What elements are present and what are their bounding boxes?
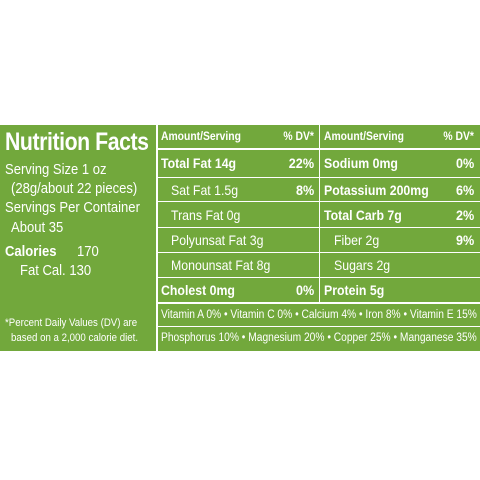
nutrient-sugars: Sugars 2g [334, 257, 391, 273]
nutrient-total-fat: Total Fat 14g [161, 155, 237, 171]
nutrition-facts-title: Nutrition Facts [5, 128, 149, 156]
nutrient-potassium: Potassium 200mg [324, 182, 429, 198]
nutrient-sat-fat: Sat Fat 1.5g [171, 182, 239, 198]
header-amount-right: Amount/Serving [324, 131, 404, 143]
serving-size-line2: (28g/about 22 pieces) [11, 181, 138, 197]
nutrient-trans-fat: Trans Fat 0g [171, 207, 241, 223]
dv-cholesterol: 0% [295, 282, 314, 298]
row-rule-1 [158, 177, 480, 178]
header-dv-right: % DV* [443, 131, 474, 143]
dv-potassium: 6% [455, 182, 474, 198]
serving-size-line1: Serving Size 1 oz [5, 162, 107, 178]
minerals-line: Phosphorus 10% • Magnesium 20% • Copper … [161, 332, 477, 344]
servings-per-container: Servings Per Container [5, 200, 140, 216]
vitamins-rule [158, 326, 480, 327]
nutrition-facts-panel: Nutrition Facts Serving Size 1 oz (28g/a… [0, 125, 480, 351]
servings-about: About 35 [11, 220, 64, 236]
nutrient-monounsat-fat: Monounsat Fat 8g [171, 257, 271, 273]
header-amount-left: Amount/Serving [161, 131, 241, 143]
calories-value: 170 [77, 244, 99, 260]
row-rule-3 [158, 227, 480, 228]
nutrient-polyunsat-fat: Polyunsat Fat 3g [171, 232, 264, 248]
fat-calories: Fat Cal. 130 [20, 263, 92, 279]
nutrient-sodium: Sodium 0mg [324, 155, 398, 171]
row-rule-4 [158, 252, 480, 253]
nutrient-protein: Protein 5g [324, 282, 385, 298]
dv-total-carb: 2% [455, 207, 474, 223]
calories-label: Calories [5, 244, 57, 260]
dv-fiber: 9% [455, 232, 474, 248]
dv-sodium: 0% [455, 155, 474, 171]
header-dv-left: % DV* [283, 131, 314, 143]
dv-sat-fat: 8% [295, 182, 314, 198]
main-divider [156, 125, 158, 351]
column-divider [319, 125, 320, 303]
dv-total-fat: 22% [288, 155, 314, 171]
row-rule-2 [158, 201, 480, 202]
nutrient-cholesterol: Cholest 0mg [161, 282, 235, 298]
footnote-line1: *Percent Daily Values (DV) are [5, 317, 138, 329]
footnote-line2: based on a 2,000 calorie diet. [11, 332, 139, 344]
row-rule-5 [158, 277, 480, 278]
vitamins-line: Vitamin A 0% • Vitamin C 0% • Calcium 4%… [161, 309, 477, 321]
row-rule-6 [158, 302, 480, 304]
nutrient-total-carb: Total Carb 7g [324, 207, 402, 223]
nutrient-fiber: Fiber 2g [334, 232, 380, 248]
